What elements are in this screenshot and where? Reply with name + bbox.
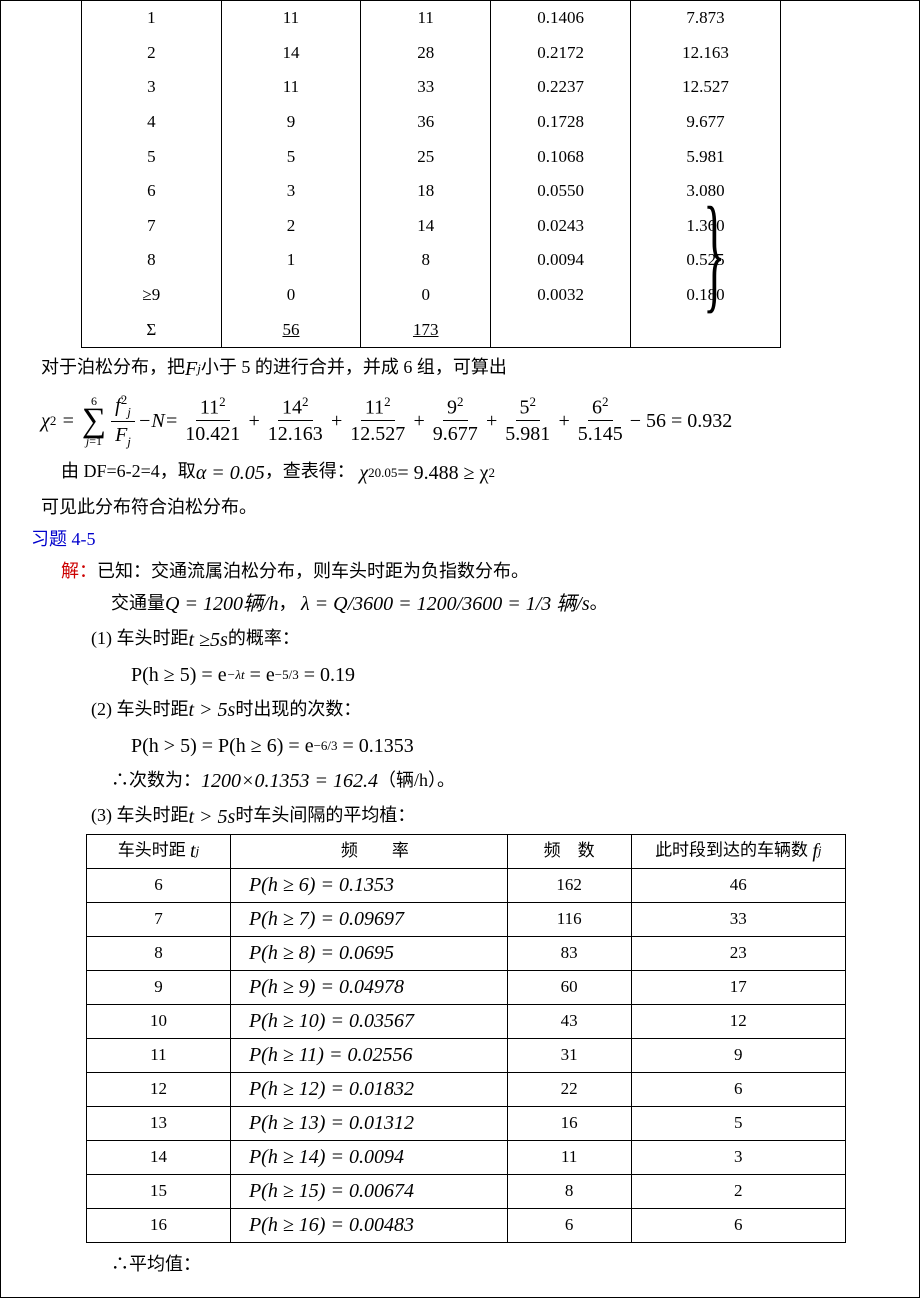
table-row: 8180.00940.525	[82, 243, 781, 278]
p1-eq: P(h ≥ 5) = e−λt = e−5/3 = 0.19	[131, 661, 889, 690]
count-line: ∴次数为：1200×0.1353 = 162.4（辆/h）。	[111, 767, 889, 796]
conclusion: 可见此分布符合泊松分布。	[41, 494, 889, 520]
table-row: 311330.223712.527	[82, 70, 781, 105]
average-label: ∴平均值：	[111, 1251, 889, 1277]
p2-eq: P(h > 5) = P(h ≥ 6) = e−6/3 = 0.1353	[131, 731, 889, 760]
df-line: 由 DF=6-2=4，取α = 0.05，查表得： χ20.05 = 9.488…	[61, 458, 889, 487]
table-row: 15P(h ≥ 15) = 0.0067482	[87, 1174, 846, 1208]
table-row: 9P(h ≥ 9) = 0.049786017	[87, 970, 846, 1004]
table-row: 72140.02431.360	[82, 209, 781, 244]
table-row: 11P(h ≥ 11) = 0.02556319	[87, 1038, 846, 1072]
solution-line: 解：已知：交通流属泊松分布，则车头时距为负指数分布。	[61, 558, 889, 584]
table-row: 13P(h ≥ 13) = 0.01312165	[87, 1106, 846, 1140]
page: 111110.14067.873214280.217212.163311330.…	[0, 0, 920, 1298]
table-row: 14P(h ≥ 14) = 0.0094113	[87, 1140, 846, 1174]
item-1: (1) 车头时距t ≥5s的概率：	[91, 625, 889, 654]
headway-table: 车头时距 tj 频 率 频 数 此时段到达的车辆数 fj 6P(h ≥ 6) =…	[86, 834, 846, 1243]
table-row: 12P(h ≥ 12) = 0.01832226	[87, 1072, 846, 1106]
poisson-table: 111110.14067.873214280.217212.163311330.…	[81, 1, 781, 348]
solution-label: 解：	[61, 561, 97, 581]
item-2: (2) 车头时距t > 5s时出现的次数：	[91, 696, 889, 725]
table-row: 55250.10685.981	[82, 140, 781, 175]
q-line: 交通量Q = 1200辆/h， λ = Q/3600 = 1200/3600 =…	[111, 590, 889, 619]
table-row: 111110.14067.873	[82, 1, 781, 36]
table-row: 16P(h ≥ 16) = 0.0048366	[87, 1208, 846, 1242]
merge-note: 对于泊松分布，把Fj小于 5 的进行合并，并成 6 组，可算出	[41, 354, 889, 383]
exercise-label: 习题 4-5	[31, 526, 889, 552]
table-row: 214280.217212.163	[82, 36, 781, 71]
item-3: (3) 车头时距t > 5s时车头间隔的平均植：	[91, 802, 889, 831]
chi-square-eq: χ2 = 6∑j=1 f2jFj − N = 11210.421+ 14212.…	[41, 392, 889, 450]
table-row: 7P(h ≥ 7) = 0.0969711633	[87, 902, 846, 936]
table-sum-row: Σ56173	[82, 313, 781, 348]
table-row: 63180.05503.080	[82, 174, 781, 209]
table-row: 10P(h ≥ 10) = 0.035674312	[87, 1004, 846, 1038]
table-header-row: 车头时距 tj 频 率 频 数 此时段到达的车辆数 fj	[87, 834, 846, 868]
table-row: ≥9000.00320.180}	[82, 278, 781, 313]
table-row: 8P(h ≥ 8) = 0.06958323	[87, 936, 846, 970]
table-row: 6P(h ≥ 6) = 0.135316246	[87, 868, 846, 902]
table-row: 49360.17289.677	[82, 105, 781, 140]
